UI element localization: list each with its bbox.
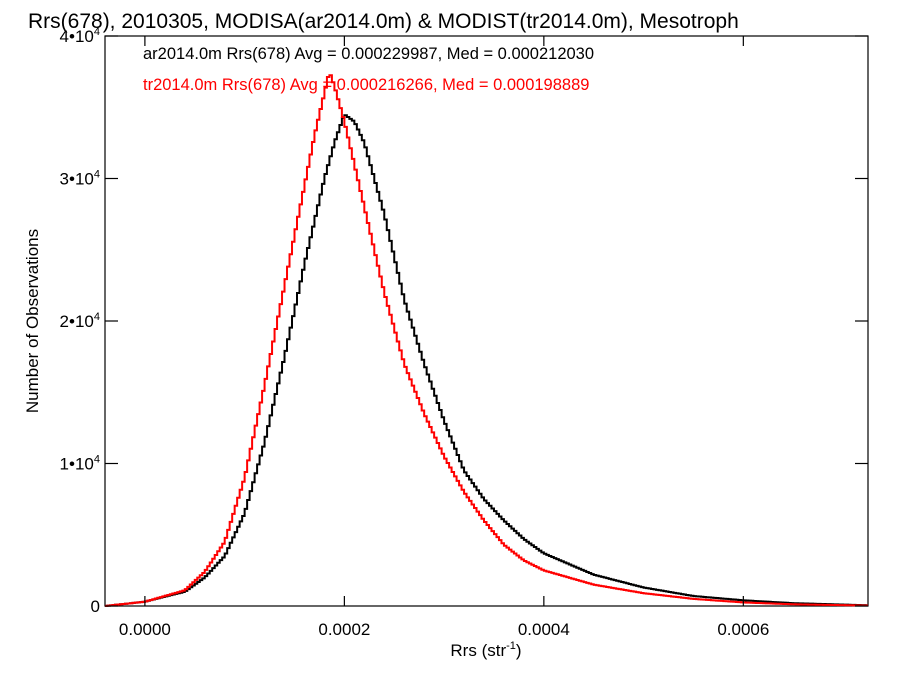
- y-tick-exponent: 4: [94, 311, 100, 323]
- legend-entry-tr2014: tr2014.0m Rrs(678) Avg = 0.000216266, Me…: [143, 76, 589, 94]
- x-axis-label-exponent: -1: [506, 640, 516, 652]
- x-axis-label: Rrs (str-1): [450, 640, 521, 660]
- y-tick-exponent: 4: [94, 26, 100, 38]
- chart-title: Rrs(678), 2010305, MODISA(ar2014.0m) & M…: [28, 10, 739, 33]
- tick-layer: 0.0000 0.0002 0.0004 0.000601•1042•1043•104…: [60, 26, 868, 639]
- y-tick-label: 1•104: [60, 454, 100, 474]
- y-tick-exponent: 4: [94, 454, 100, 466]
- y-tick-exponent: 4: [94, 169, 100, 181]
- y-tick-mantissa: 2•10: [60, 312, 94, 331]
- y-tick-label: 0: [91, 597, 100, 616]
- x-axis-label-text: Rrs (str: [450, 641, 506, 660]
- x-tick-label: 0.0000: [119, 620, 171, 639]
- y-tick-mantissa: 0: [91, 597, 100, 616]
- x-tick-label: 0.0002: [318, 620, 370, 639]
- y-tick-label: 2•104: [60, 311, 100, 331]
- y-tick-mantissa: 1•10: [60, 455, 94, 474]
- y-tick-mantissa: 4•10: [60, 27, 94, 46]
- x-axis-label-close: ): [516, 641, 522, 660]
- series-line-1: [105, 74, 868, 607]
- y-axis-label: Number of Observations: [23, 229, 42, 413]
- y-tick-label: 3•104: [60, 169, 100, 189]
- plot-frame: [104, 35, 869, 607]
- series-line-0: [105, 114, 868, 607]
- series-layer: [105, 74, 868, 607]
- x-tick-label: 0.0004: [518, 620, 570, 639]
- legend-entry-ar2014: ar2014.0m Rrs(678) Avg = 0.000229987, Me…: [143, 45, 594, 63]
- x-tick-label: 0.0006: [717, 620, 769, 639]
- y-tick-mantissa: 3•10: [60, 170, 94, 189]
- y-tick-label: 4•104: [60, 26, 100, 46]
